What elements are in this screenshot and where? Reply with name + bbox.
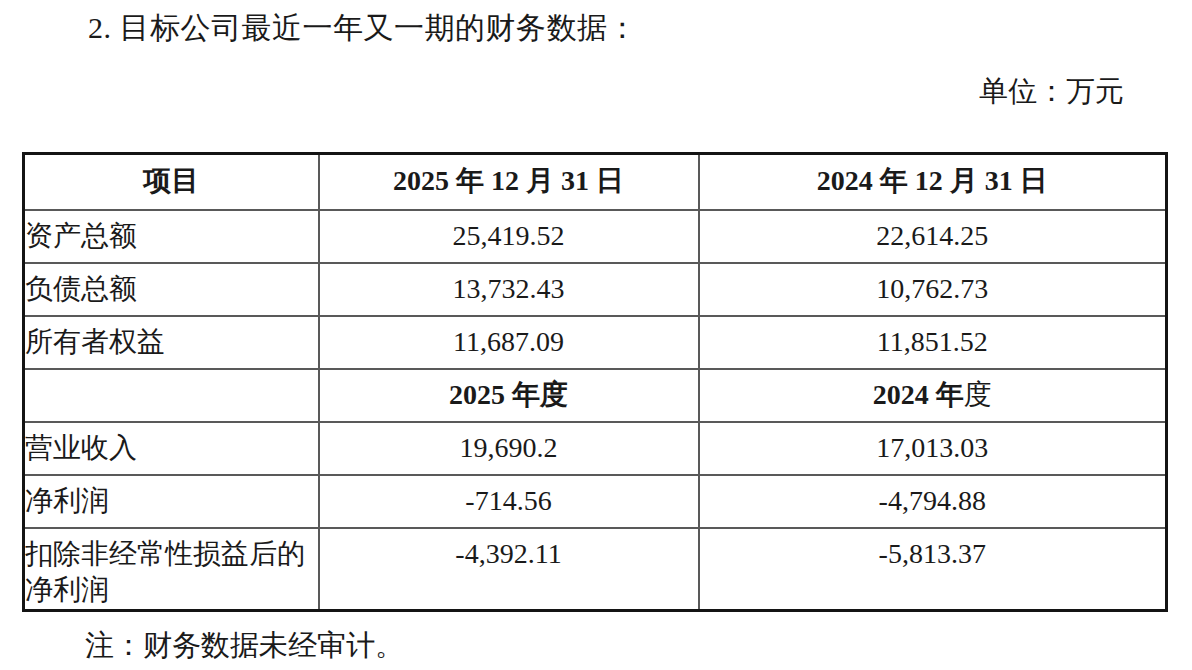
value-2024: -5,813.37: [699, 528, 1167, 611]
table-row-total-assets: 资产总额 25,419.52 22,614.25: [24, 210, 1167, 263]
period-header-2024-bold: 2024 年: [873, 379, 964, 410]
table-row-operating-revenue: 营业收入 19,690.2 17,013.03: [24, 422, 1167, 475]
item-label: 营业收入: [24, 422, 319, 475]
table-row-owners-equity: 所有者权益 11,687.09 11,851.52: [24, 316, 1167, 369]
table-row-period-header: 2025 年度 2024 年度: [24, 369, 1167, 422]
item-label: 扣除非经常性损益后的净利润: [24, 528, 319, 611]
value-2024: 22,614.25: [699, 210, 1167, 263]
value-2024: 10,762.73: [699, 263, 1167, 316]
item-label: 资产总额: [24, 210, 319, 263]
value-2024: 17,013.03: [699, 422, 1167, 475]
footnote: 注：财务数据未经审计。: [85, 626, 404, 666]
table-row-net-profit-excl-nonrecurring: 扣除非经常性损益后的净利润 -4,392.11 -5,813.37: [24, 528, 1167, 611]
table-header-row: 项目 2025 年 12 月 31 日 2024 年 12 月 31 日: [24, 154, 1167, 210]
value-2025: -4,392.11: [319, 528, 699, 611]
column-header-2025-date: 2025 年 12 月 31 日: [319, 154, 699, 210]
empty-cell: [24, 369, 319, 422]
column-header-item: 项目: [24, 154, 319, 210]
item-label: 负债总额: [24, 263, 319, 316]
value-2025: -714.56: [319, 475, 699, 528]
value-2025: 13,732.43: [319, 263, 699, 316]
value-2025: 11,687.09: [319, 316, 699, 369]
value-2024: 11,851.52: [699, 316, 1167, 369]
section-title: 2. 目标公司最近一年又一期的财务数据：: [88, 8, 638, 49]
table-row-total-liabilities: 负债总额 13,732.43 10,762.73: [24, 263, 1167, 316]
item-label: 所有者权益: [24, 316, 319, 369]
value-2025: 19,690.2: [319, 422, 699, 475]
table-row-net-profit: 净利润 -714.56 -4,794.88: [24, 475, 1167, 528]
value-2024: -4,794.88: [699, 475, 1167, 528]
value-2025: 25,419.52: [319, 210, 699, 263]
financial-data-table: 项目 2025 年 12 月 31 日 2024 年 12 月 31 日 资产总…: [22, 152, 1168, 612]
item-label: 净利润: [24, 475, 319, 528]
column-header-2024-date: 2024 年 12 月 31 日: [699, 154, 1167, 210]
unit-label: 单位：万元: [979, 72, 1124, 112]
period-header-2024-regular: 度: [964, 379, 992, 410]
period-header-2025: 2025 年度: [319, 369, 699, 422]
period-header-2024: 2024 年度: [699, 369, 1167, 422]
